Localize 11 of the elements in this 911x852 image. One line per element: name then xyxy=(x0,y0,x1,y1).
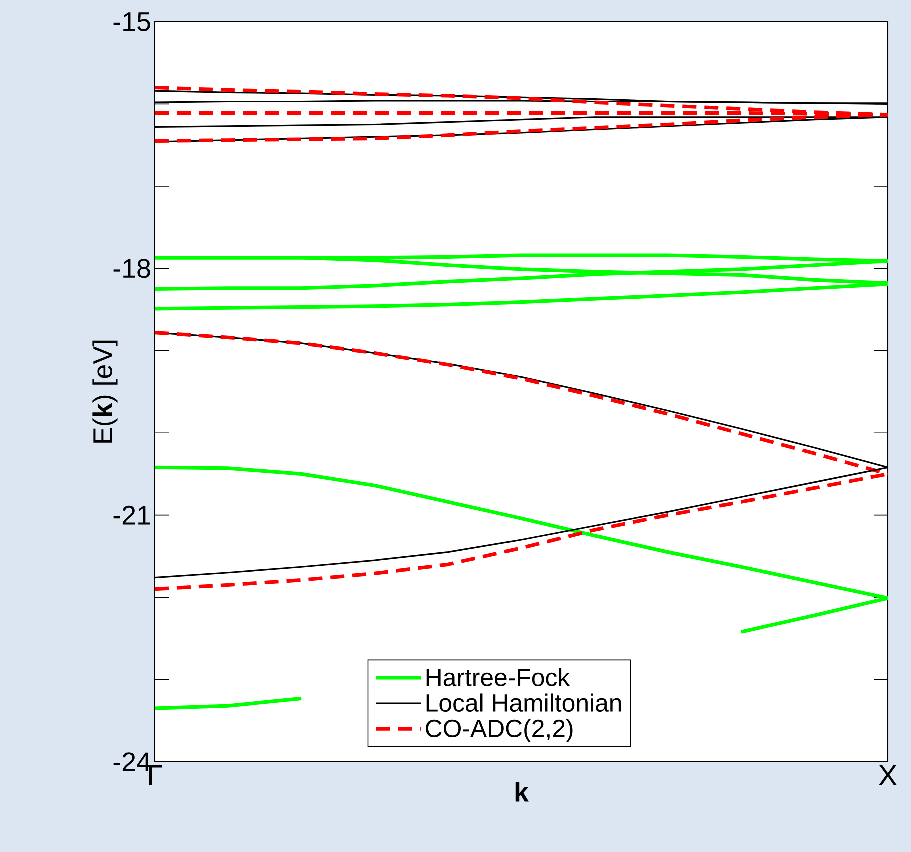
x-tick-label: Γ xyxy=(149,766,162,786)
x-tick-label: X xyxy=(879,766,898,786)
y-axis-title: E(k) [eV] xyxy=(92,340,118,443)
legend-label: CO-ADC(2,2) xyxy=(426,719,573,742)
legend-label: Hartree-Fock xyxy=(426,668,570,686)
y-tick-label: -18 xyxy=(114,259,150,278)
x-axis-title: k xyxy=(516,782,529,802)
y-tick-label: -15 xyxy=(114,12,150,32)
legend-label: Local Hamiltonian xyxy=(426,694,622,712)
y-tick-label: -21 xyxy=(114,506,150,525)
y-tick-label: -24 xyxy=(114,752,151,772)
